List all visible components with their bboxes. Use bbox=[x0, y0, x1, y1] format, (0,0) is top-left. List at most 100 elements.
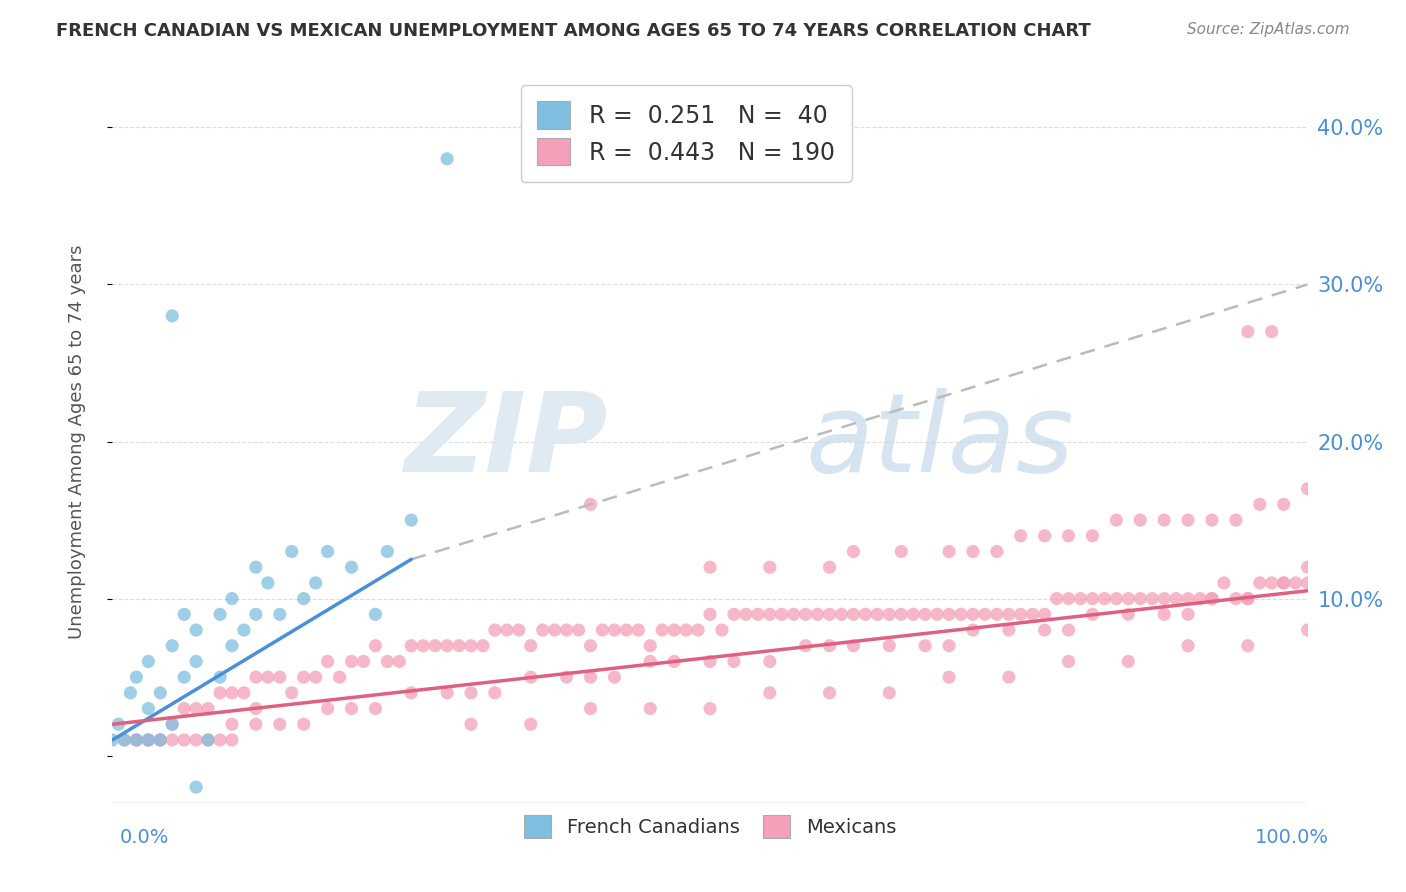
Point bbox=[1081, 591, 1104, 606]
Point bbox=[1261, 325, 1284, 339]
Point bbox=[579, 497, 602, 511]
Point bbox=[233, 623, 256, 637]
Point bbox=[1010, 607, 1032, 622]
Point bbox=[364, 639, 387, 653]
Point bbox=[245, 560, 267, 574]
Point bbox=[125, 670, 148, 684]
Point bbox=[986, 544, 1008, 558]
Point bbox=[1105, 513, 1128, 527]
Point bbox=[759, 607, 782, 622]
Point bbox=[1129, 513, 1152, 527]
Point bbox=[699, 607, 721, 622]
Point bbox=[120, 686, 142, 700]
Point bbox=[603, 670, 626, 684]
Point bbox=[723, 607, 745, 622]
Point bbox=[114, 733, 135, 747]
Point bbox=[938, 544, 960, 558]
Point bbox=[197, 733, 219, 747]
Point bbox=[1129, 591, 1152, 606]
Point bbox=[1285, 575, 1308, 590]
Point bbox=[245, 607, 267, 622]
Point bbox=[1213, 575, 1236, 590]
Point bbox=[579, 701, 602, 715]
Point bbox=[186, 701, 208, 715]
Point bbox=[1153, 591, 1175, 606]
Point bbox=[1177, 591, 1199, 606]
Point bbox=[579, 670, 602, 684]
Point bbox=[173, 701, 195, 715]
Point bbox=[436, 152, 458, 166]
Point bbox=[842, 639, 865, 653]
Point bbox=[818, 686, 841, 700]
Point bbox=[101, 733, 124, 747]
Point bbox=[903, 607, 925, 622]
Point bbox=[436, 686, 458, 700]
Point bbox=[555, 670, 578, 684]
Point bbox=[221, 717, 243, 731]
Point bbox=[269, 607, 291, 622]
Point bbox=[675, 623, 697, 637]
Point bbox=[555, 623, 578, 637]
Point bbox=[950, 607, 973, 622]
Point bbox=[927, 607, 949, 622]
Point bbox=[186, 780, 208, 794]
Point bbox=[1010, 529, 1032, 543]
Point bbox=[1237, 639, 1260, 653]
Point bbox=[1118, 607, 1140, 622]
Point bbox=[162, 717, 183, 731]
Point bbox=[938, 607, 960, 622]
Text: atlas: atlas bbox=[806, 388, 1074, 495]
Point bbox=[125, 733, 148, 747]
Point bbox=[186, 623, 208, 637]
Point bbox=[1153, 607, 1175, 622]
Point bbox=[162, 717, 183, 731]
Point bbox=[269, 717, 291, 731]
Point bbox=[543, 623, 565, 637]
Point bbox=[173, 670, 195, 684]
Point bbox=[770, 607, 793, 622]
Point bbox=[1105, 591, 1128, 606]
Point bbox=[1249, 575, 1271, 590]
Legend: French Canadians, Mexicans: French Canadians, Mexicans bbox=[515, 805, 905, 847]
Point bbox=[1166, 591, 1188, 606]
Point bbox=[114, 733, 135, 747]
Point bbox=[818, 560, 841, 574]
Point bbox=[735, 607, 758, 622]
Point bbox=[1057, 655, 1080, 669]
Point bbox=[316, 544, 339, 558]
Point bbox=[1237, 591, 1260, 606]
Point bbox=[197, 819, 219, 833]
Point bbox=[818, 639, 841, 653]
Point bbox=[640, 701, 662, 715]
Point bbox=[149, 733, 172, 747]
Point bbox=[292, 670, 315, 684]
Point bbox=[1225, 591, 1247, 606]
Point bbox=[759, 655, 782, 669]
Point bbox=[138, 701, 160, 715]
Point bbox=[138, 655, 160, 669]
Point bbox=[579, 639, 602, 653]
Point bbox=[1177, 607, 1199, 622]
Point bbox=[818, 607, 841, 622]
Text: 100.0%: 100.0% bbox=[1254, 828, 1329, 847]
Point bbox=[759, 560, 782, 574]
Point bbox=[173, 607, 195, 622]
Point bbox=[520, 670, 543, 684]
Point bbox=[209, 686, 232, 700]
Y-axis label: Unemployment Among Ages 65 to 74 years: Unemployment Among Ages 65 to 74 years bbox=[67, 244, 86, 639]
Point bbox=[257, 575, 280, 590]
Point bbox=[998, 670, 1021, 684]
Point bbox=[508, 623, 530, 637]
Point bbox=[138, 733, 160, 747]
Point bbox=[1225, 513, 1247, 527]
Point bbox=[890, 607, 912, 622]
Point bbox=[460, 686, 482, 700]
Point bbox=[1261, 575, 1284, 590]
Point bbox=[962, 544, 984, 558]
Point bbox=[879, 686, 901, 700]
Point bbox=[292, 591, 315, 606]
Text: ZIP: ZIP bbox=[405, 388, 609, 495]
Point bbox=[496, 623, 519, 637]
Point bbox=[1296, 482, 1319, 496]
Point bbox=[1033, 623, 1056, 637]
